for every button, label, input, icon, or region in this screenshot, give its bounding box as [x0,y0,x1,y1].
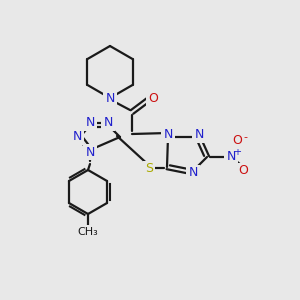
Text: S: S [145,163,153,176]
Text: N: N [194,128,204,142]
Text: N: N [226,151,236,164]
Text: O: O [238,164,248,178]
Text: N: N [188,167,198,179]
Text: N: N [85,116,95,130]
Text: O: O [232,134,242,148]
Text: N: N [72,130,82,143]
Text: -: - [243,132,247,142]
Text: O: O [148,92,158,104]
Text: N: N [105,92,115,104]
Text: CH₃: CH₃ [78,227,98,237]
Text: +: + [233,147,241,157]
Text: N: N [103,116,113,130]
Text: N: N [85,146,95,158]
Text: N: N [163,128,173,142]
